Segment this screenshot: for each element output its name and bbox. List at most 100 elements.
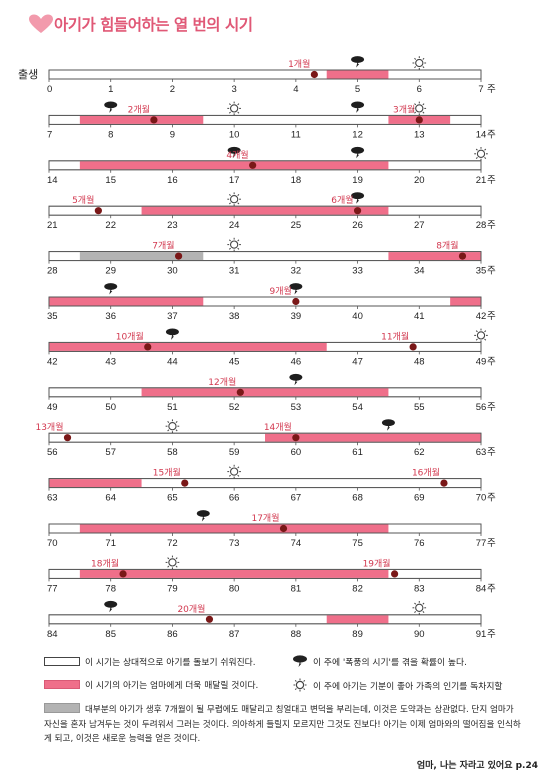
week-label: 73 bbox=[229, 538, 240, 549]
week-label: 48 bbox=[414, 356, 425, 367]
storm-bolt bbox=[356, 61, 360, 68]
month-dot bbox=[458, 252, 467, 260]
week-label: 0 bbox=[47, 84, 52, 95]
sun-ray bbox=[175, 557, 178, 560]
storm-bolt bbox=[109, 288, 113, 295]
week-label: 8 bbox=[108, 129, 113, 140]
month-label: 9개월 bbox=[270, 285, 292, 297]
week-label: 77 bbox=[476, 538, 487, 549]
week-label: 84 bbox=[47, 629, 58, 640]
month-dot bbox=[415, 116, 423, 124]
sun-ray bbox=[422, 602, 425, 605]
week-unit: 주 bbox=[487, 402, 496, 413]
month-dot bbox=[440, 479, 448, 487]
week-label: 43 bbox=[105, 356, 116, 367]
week-label: 21 bbox=[47, 220, 58, 231]
sun-ray bbox=[414, 610, 417, 613]
timeline-bar-border bbox=[48, 160, 482, 171]
week-label: 46 bbox=[291, 356, 302, 367]
storm-bolt bbox=[294, 379, 298, 386]
sun-ray bbox=[237, 466, 240, 469]
timeline-row: 14 15 16 17 18 19 20 21 주 4개월 bbox=[47, 146, 496, 186]
week-label: 35 bbox=[476, 266, 487, 277]
week-label: 62 bbox=[414, 447, 425, 458]
week-label: 80 bbox=[229, 583, 240, 594]
sun-ray bbox=[414, 103, 417, 106]
week-unit: 주 bbox=[487, 311, 496, 322]
week-label: 18 bbox=[291, 175, 302, 186]
sun-ray bbox=[414, 111, 417, 114]
timeline-bar-border bbox=[48, 432, 482, 443]
storm-bolt bbox=[356, 152, 360, 159]
storm-bolt bbox=[109, 106, 113, 113]
storm-cloud bbox=[381, 419, 395, 427]
legend-gray-text: 대부분의 아기가 생후 7개월이 될 무렵에도 매달리고 칭얼대고 변덕을 부리… bbox=[44, 705, 521, 744]
storm-cloud bbox=[104, 600, 118, 608]
storm-cloud-icon bbox=[289, 283, 303, 295]
week-label: 22 bbox=[105, 220, 116, 231]
month-label: 8개월 bbox=[436, 240, 458, 252]
week-label: 10 bbox=[229, 129, 240, 140]
storm-cloud bbox=[351, 146, 365, 154]
source-citation: 엄마, 나는 자라고 있어요 p.24 bbox=[416, 761, 538, 771]
gray-note: 대부분의 아기가 생후 7개월이 될 무렵에도 매달리고 칭얼대고 변덕을 부리… bbox=[44, 703, 524, 747]
week-label: 55 bbox=[414, 402, 425, 413]
week-label: 49 bbox=[476, 356, 487, 367]
month-label: 19개월 bbox=[363, 557, 391, 569]
week-label: 70 bbox=[47, 538, 58, 549]
storm-bolt bbox=[109, 606, 113, 613]
storm-cloud-icon bbox=[351, 192, 365, 204]
month-dot bbox=[292, 434, 300, 442]
week-label: 27 bbox=[414, 220, 425, 231]
month-label: 13개월 bbox=[35, 421, 63, 433]
week-label: 38 bbox=[229, 311, 240, 322]
timeline-row: 84 85 86 87 88 89 90 91 주 20개월 bbox=[47, 600, 496, 640]
week-label: 12 bbox=[352, 129, 363, 140]
timeline-bar-border bbox=[48, 614, 482, 625]
week-unit: 주 bbox=[487, 538, 496, 549]
page-header: 아기가 힘들어하는 열 번의 시기 bbox=[28, 12, 253, 36]
month-label: 14개월 bbox=[264, 421, 292, 433]
timeline-bar-border bbox=[48, 205, 482, 216]
sun-icon bbox=[227, 464, 241, 479]
month-label: 3개월 bbox=[393, 103, 415, 115]
sun-ray bbox=[475, 330, 478, 333]
month-label: 11개월 bbox=[381, 330, 409, 342]
week-label: 47 bbox=[352, 356, 363, 367]
week-label: 20 bbox=[414, 175, 425, 186]
month-label: 12개월 bbox=[208, 376, 236, 388]
week-label: 84 bbox=[476, 583, 487, 594]
sun-ray bbox=[484, 156, 487, 159]
week-label: 35 bbox=[47, 311, 58, 322]
pink-period bbox=[49, 297, 204, 306]
week-label: 41 bbox=[414, 311, 425, 322]
sun-ray bbox=[175, 421, 178, 424]
sun-icon bbox=[227, 237, 241, 252]
month-dot bbox=[236, 388, 244, 396]
storm-cloud-icon bbox=[196, 510, 210, 522]
month-dot bbox=[292, 297, 300, 306]
sun-ray bbox=[484, 148, 487, 151]
week-label: 64 bbox=[105, 493, 116, 504]
week-unit: 주 bbox=[487, 220, 496, 231]
week-label: 14 bbox=[476, 129, 487, 140]
week-label: 6 bbox=[417, 84, 422, 95]
week-label: 5 bbox=[355, 84, 360, 95]
storm-cloud bbox=[289, 283, 303, 290]
week-label: 50 bbox=[105, 402, 116, 413]
timeline-bar-border bbox=[48, 251, 482, 262]
month-label: 5개월 bbox=[72, 194, 94, 206]
sun-ray bbox=[228, 111, 231, 114]
sun-ray bbox=[422, 103, 425, 106]
month-label: 1개월 bbox=[288, 58, 310, 70]
week-label: 1 bbox=[108, 84, 113, 95]
week-unit: 주 bbox=[487, 583, 496, 594]
week-unit: 주 bbox=[487, 266, 496, 277]
storm-bolt bbox=[387, 424, 391, 431]
week-label: 31 bbox=[229, 266, 240, 277]
timeline-row: 77 78 79 80 81 82 83 84 주 18개월 19개월 bbox=[47, 555, 496, 594]
week-unit: 주 bbox=[487, 84, 496, 95]
week-label: 11 bbox=[291, 129, 301, 140]
week-label: 44 bbox=[167, 356, 178, 367]
sun-core bbox=[476, 149, 486, 158]
